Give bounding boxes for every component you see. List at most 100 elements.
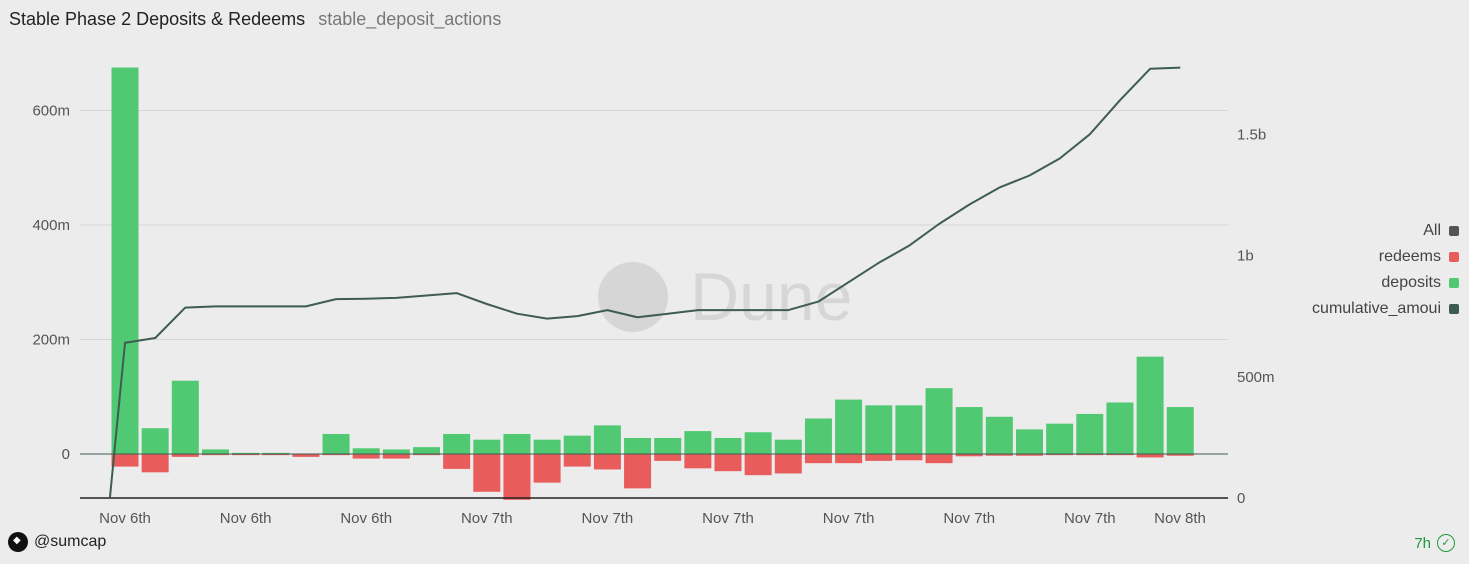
author-handle: @sumcap <box>34 533 107 550</box>
deposit-bar <box>804 418 832 454</box>
deposit-bar <box>835 399 863 454</box>
redeem-bar <box>232 454 260 456</box>
chart-legend: All redeems deposits cumulative_amoui <box>1312 218 1459 322</box>
redeem-bar <box>865 454 893 461</box>
deposit-bar <box>503 433 531 454</box>
deposit-bar <box>563 435 591 454</box>
redeem-bar <box>895 454 923 461</box>
deposit-bar <box>533 439 561 454</box>
deposit-bar <box>322 433 350 454</box>
deposit-bar <box>352 448 380 454</box>
redeem-bar <box>322 454 350 456</box>
y-right-tick-label: 1b <box>1237 248 1254 265</box>
chart-title: Stable Phase 2 Deposits & Redeems <box>9 9 306 29</box>
deposit-bar <box>925 388 953 454</box>
author-credit[interactable]: @sumcap <box>8 532 106 552</box>
deposit-bar <box>111 67 139 454</box>
dune-logo-icon <box>598 262 668 332</box>
legend-label: redeems <box>1378 248 1441 265</box>
redeem-bar <box>925 454 953 464</box>
deposit-bar <box>443 433 471 454</box>
chart-header: Stable Phase 2 Deposits & Redeems stable… <box>9 9 501 30</box>
chart-subtitle: stable_deposit_actions <box>318 9 502 29</box>
redeem-bar <box>1046 454 1074 456</box>
deposit-bar <box>684 431 712 454</box>
redeem-bar <box>292 454 320 457</box>
deposit-bar <box>141 428 169 454</box>
deposit-bar <box>593 425 621 454</box>
deposit-bar <box>714 437 742 454</box>
redeem-bar <box>141 454 169 473</box>
legend-swatch <box>1449 303 1459 314</box>
redeem-bar <box>1106 454 1134 456</box>
legend-item[interactable]: cumulative_amoui <box>1312 296 1459 322</box>
y-right-tick-label: 0 <box>1237 490 1245 507</box>
legend-label: cumulative_amoui <box>1312 300 1441 317</box>
x-tick-label: Nov 7th <box>461 510 513 527</box>
y-left-tick-label: 200m <box>32 332 70 349</box>
redeem-bar <box>624 454 652 489</box>
y-left-tick-label: 600m <box>32 103 70 120</box>
legend-swatch <box>1449 225 1459 236</box>
redeem-bar <box>1016 454 1043 456</box>
legend-label: deposits <box>1381 274 1441 291</box>
deposit-bar <box>865 405 893 454</box>
deposit-bar <box>473 439 501 454</box>
deposit-bar <box>1046 423 1074 454</box>
x-tick-label: Nov 7th <box>582 510 634 527</box>
check-circle-icon: ✓ <box>1437 534 1455 552</box>
deposit-bar <box>624 437 652 454</box>
dune-user-icon <box>8 532 28 552</box>
redeem-bar <box>352 454 380 459</box>
redeem-bar <box>835 454 863 464</box>
y-right-tick-label: 500m <box>1237 369 1275 386</box>
redeem-bar <box>985 454 1013 456</box>
x-tick-label: Nov 6th <box>220 510 272 527</box>
redeem-bar <box>714 454 742 472</box>
x-tick-label: Nov 7th <box>823 510 875 527</box>
x-tick-label: Nov 7th <box>943 510 995 527</box>
deposit-bar <box>413 447 440 454</box>
redeem-bar <box>413 454 440 456</box>
redeem-bar <box>171 454 199 457</box>
redeem-bar <box>563 454 591 467</box>
y-left-tick-label: 0 <box>62 446 70 463</box>
deposit-bar <box>744 432 772 454</box>
y-left-tick-label: 400m <box>32 217 70 234</box>
legend-item[interactable]: All <box>1312 218 1459 244</box>
legend-swatch <box>1449 277 1459 288</box>
deposit-bar <box>1166 407 1194 454</box>
redeem-bar <box>804 454 832 464</box>
legend-label: All <box>1423 222 1441 239</box>
redeem-bar <box>111 454 139 467</box>
deposit-bar <box>262 452 290 454</box>
deposit-bar <box>774 439 802 454</box>
legend-item[interactable]: redeems <box>1312 244 1459 270</box>
x-tick-label: Nov 6th <box>340 510 392 527</box>
deposit-bar <box>654 437 682 454</box>
redeem-bar <box>1136 454 1164 458</box>
x-tick-label: Nov 6th <box>99 510 151 527</box>
x-tick-label: Nov 7th <box>702 510 754 527</box>
deposit-bar <box>1106 402 1134 454</box>
refresh-age: 7h <box>1414 534 1431 552</box>
x-tick-label: Nov 7th <box>1064 510 1116 527</box>
legend-swatch <box>1449 251 1459 262</box>
redeem-bar <box>593 454 621 470</box>
legend-item[interactable]: deposits <box>1312 270 1459 296</box>
deposit-bar <box>201 449 229 454</box>
y-right-tick-label: 1.5b <box>1237 126 1266 143</box>
redeem-bar <box>503 454 531 500</box>
redeem-bar <box>1076 454 1104 456</box>
x-tick-label: Nov 8th <box>1154 510 1206 527</box>
redeem-bar <box>201 454 229 456</box>
redeem-bar <box>684 454 712 469</box>
redeem-bar <box>262 454 290 456</box>
deposit-bar <box>895 405 923 454</box>
redeem-bar <box>382 454 410 459</box>
refresh-status[interactable]: 7h ✓ <box>1414 534 1455 552</box>
redeem-bar <box>744 454 772 476</box>
deposit-bar <box>1136 356 1164 454</box>
redeem-bar <box>473 454 501 492</box>
